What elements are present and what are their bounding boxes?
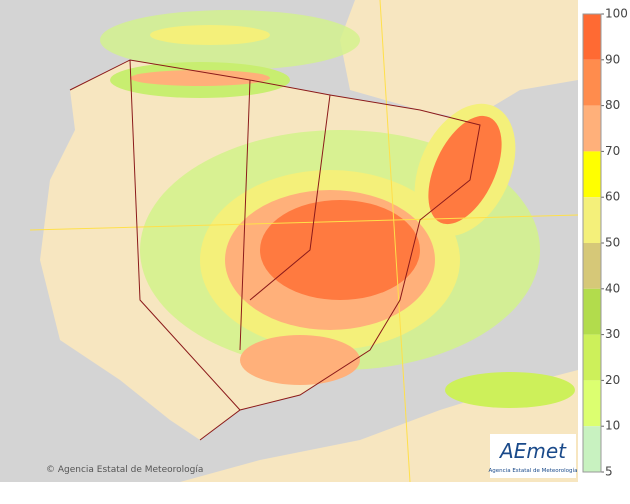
scale-band (583, 151, 601, 198)
credit: © Agencia Estatal de Meteorología (46, 465, 203, 475)
map: © Agencia Estatal de Meteorología AEmet … (0, 0, 579, 483)
scale-label: 100 (605, 7, 628, 21)
scale-label: 10 (605, 419, 620, 433)
scale-label: 20 (605, 373, 620, 387)
logo-box (490, 434, 576, 478)
scale-label: 40 (605, 281, 620, 295)
scale-band (583, 243, 601, 289)
logo-subtitle: Agencia Estatal de Meteorología (489, 467, 578, 474)
precip-area (428, 115, 502, 225)
logo: AEmet (498, 439, 567, 463)
scale-band (583, 105, 601, 152)
scale-band (583, 14, 601, 60)
scale-label: 60 (605, 190, 620, 204)
precip-area (260, 200, 420, 300)
scale-label: 50 (605, 236, 620, 250)
region-borders (69, 59, 481, 441)
color-scale: 100 90 80 70 60 50 40 30 20 10 5 (582, 7, 628, 479)
graticule (379, 0, 411, 483)
scale-label: 70 (605, 144, 620, 158)
scale-label: 5 (605, 465, 613, 479)
scale-band (583, 59, 601, 106)
scale-band (583, 288, 601, 335)
scale-label: 90 (605, 52, 620, 66)
scale-band (583, 197, 601, 243)
scale-frame (582, 13, 602, 473)
scale-label: 30 (605, 327, 620, 341)
scale-band (583, 380, 601, 427)
land-france (0, 0, 578, 120)
precip-area (445, 372, 575, 408)
precip-area (240, 335, 360, 385)
precip-area (150, 25, 270, 45)
graticule (29, 214, 579, 231)
scale-label: 80 (605, 98, 620, 112)
scale-band (583, 334, 601, 381)
precip-area (130, 70, 270, 86)
scale-band (583, 426, 601, 472)
